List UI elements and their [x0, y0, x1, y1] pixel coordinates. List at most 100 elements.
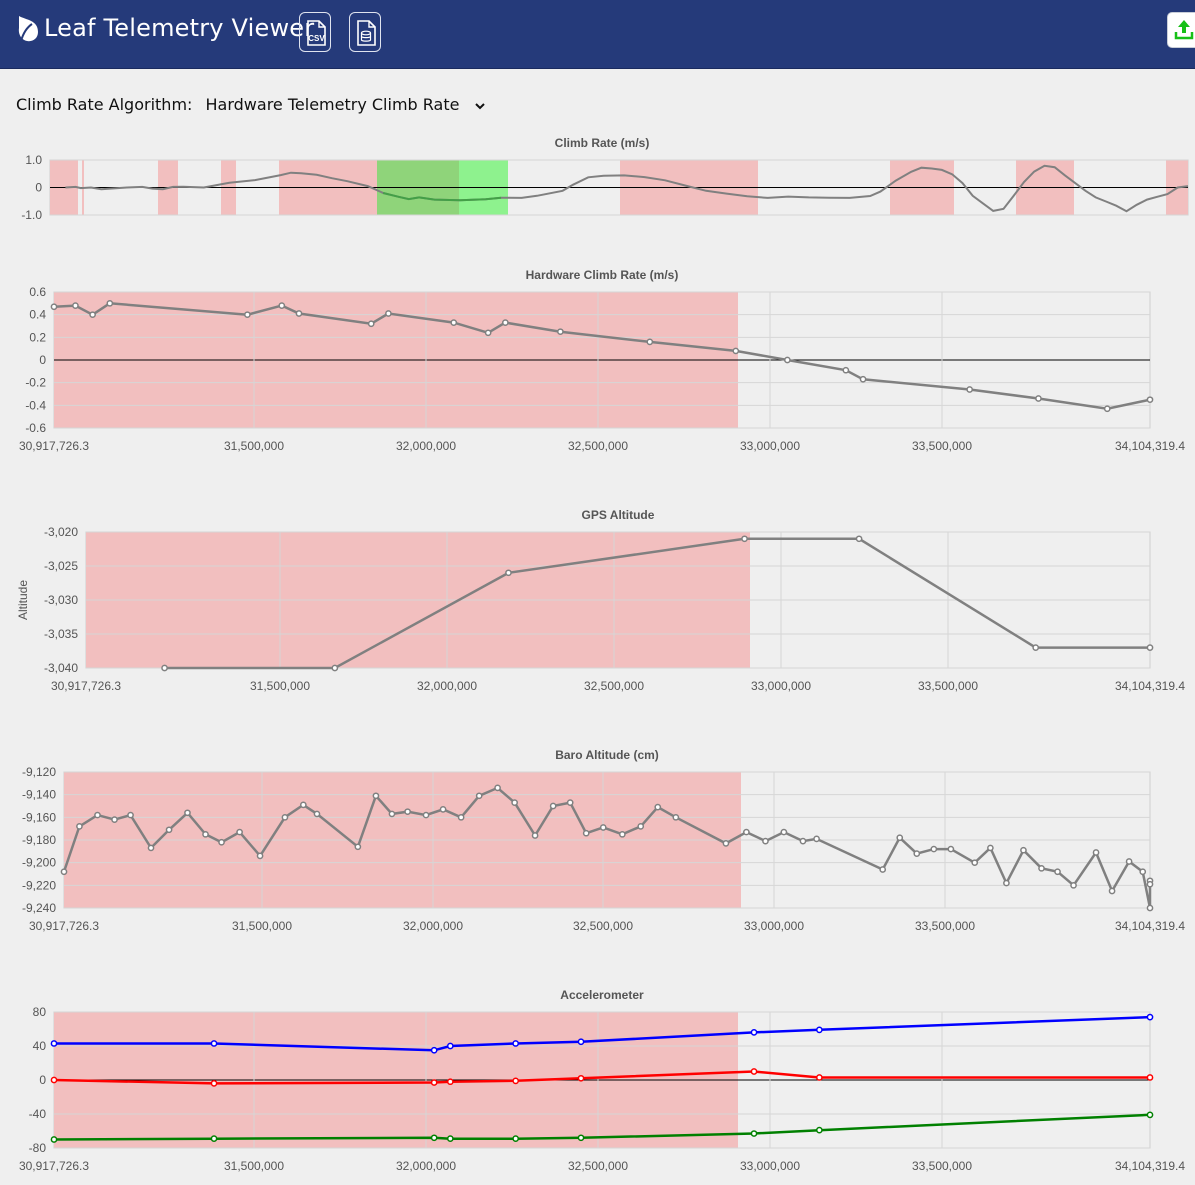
- x-tick-label: 32,500,000: [568, 439, 628, 453]
- data-point: [1103, 405, 1111, 413]
- chart-4: Accelerometer 80 40 0 -40 -80 30,917,726.3 31,5…: [19, 988, 1185, 1173]
- x-tick-label: 33,500,000: [912, 1159, 972, 1173]
- data-point: [732, 347, 740, 355]
- charts-svg[interactable]: Climb Rate (m/s) 1.0 0 -1.0 Hardware Climb R…: [0, 120, 1195, 1181]
- data-point: [750, 1029, 758, 1036]
- y-tick-label: 1.0: [25, 153, 42, 167]
- data-point: [813, 835, 820, 843]
- data-point: [637, 823, 645, 830]
- data-point: [618, 830, 626, 838]
- data-point: [582, 829, 590, 837]
- data-point: [646, 338, 654, 346]
- data-point: [672, 813, 680, 821]
- data-point: [1032, 644, 1040, 651]
- data-point: [202, 830, 209, 838]
- algorithm-select[interactable]: Hardware Telemetry Climb Rate: [206, 95, 485, 114]
- data-point: [784, 356, 791, 364]
- data-point: [859, 375, 867, 383]
- data-point: [1146, 880, 1154, 888]
- chart-1: Hardware Climb Rate (m/s) 0.6 0.4 0.2 0 -0.2 -…: [19, 268, 1185, 453]
- data-point: [404, 808, 411, 816]
- data-point: [816, 1026, 823, 1034]
- data-point: [184, 809, 191, 817]
- upload-button[interactable]: [1167, 12, 1195, 48]
- data-point: [549, 802, 557, 810]
- x-tick-label: 31,500,000: [224, 439, 284, 453]
- database-file-icon: [357, 20, 376, 46]
- data-point: [842, 366, 850, 374]
- data-point: [577, 1074, 585, 1082]
- x-tick-label: 33,500,000: [918, 679, 978, 693]
- chart-0: Climb Rate (m/s) 1.0 0 -1.0: [21, 136, 1189, 222]
- data-point: [1020, 846, 1027, 854]
- x-tick-label: 30,917,726.3: [19, 1159, 89, 1173]
- data-point: [511, 799, 518, 806]
- data-point: [422, 811, 430, 819]
- x-tick-label: 31,500,000: [250, 679, 310, 693]
- data-point: [256, 852, 264, 860]
- data-point: [210, 1040, 218, 1047]
- x-tick-label: 32,000,000: [396, 439, 456, 453]
- algorithm-label: Climb Rate Algorithm:: [16, 95, 193, 114]
- data-point: [566, 799, 574, 806]
- data-point: [1035, 395, 1042, 402]
- x-tick-label: 34,104,319.4: [1115, 439, 1185, 453]
- algorithm-row: Climb Rate Algorithm: Hardware Telemetry…: [16, 95, 485, 114]
- y-tick-label: 0: [35, 181, 42, 195]
- y-tick-label: -40: [29, 1107, 47, 1121]
- y-tick-label: -3,020: [44, 525, 78, 539]
- data-point: [1146, 1111, 1154, 1119]
- chart-title: Hardware Climb Rate (m/s): [526, 268, 679, 282]
- y-tick-label: -9,180: [22, 833, 56, 847]
- data-point: [531, 832, 539, 839]
- y-tick-label: -3,030: [44, 593, 78, 607]
- data-point: [72, 302, 79, 309]
- y-tick-label: 40: [33, 1039, 47, 1053]
- data-point: [367, 320, 375, 328]
- data-point: [295, 310, 303, 317]
- export-database-button[interactable]: [349, 12, 381, 52]
- data-point: [501, 319, 509, 326]
- chevron-down-icon: [474, 103, 485, 110]
- series-line: [65, 164, 1189, 213]
- data-point: [1146, 1074, 1154, 1081]
- y-tick-label: -9,140: [22, 788, 56, 802]
- data-point: [165, 826, 173, 834]
- app-header: Leaf Telemetry Viewer CSV: [0, 0, 1195, 69]
- algorithm-selected-value: Hardware Telemetry Climb Rate: [205, 95, 460, 114]
- x-tick-label: 30,917,726.3: [19, 439, 89, 453]
- data-point: [505, 569, 512, 577]
- data-point: [743, 828, 750, 836]
- data-point: [236, 828, 243, 836]
- data-point: [430, 1079, 438, 1086]
- data-point: [161, 664, 168, 672]
- data-point: [855, 535, 863, 543]
- data-point: [816, 1074, 823, 1081]
- data-point: [475, 792, 483, 800]
- x-tick-label: 34,104,319.4: [1115, 679, 1185, 693]
- chart-title: GPS Altitude: [582, 508, 655, 522]
- data-point: [147, 844, 155, 852]
- data-point: [218, 838, 225, 846]
- data-point: [557, 328, 564, 336]
- data-point: [430, 1046, 438, 1054]
- y-tick-label: 80: [33, 1005, 47, 1019]
- export-csv-button[interactable]: CSV: [299, 12, 331, 52]
- data-point: [281, 813, 289, 821]
- y-tick-label: -9,160: [22, 810, 56, 824]
- y-tick-label: -9,120: [22, 765, 56, 779]
- x-tick-label: 32,500,000: [584, 679, 644, 693]
- data-point: [1139, 868, 1147, 876]
- data-point: [439, 806, 447, 813]
- data-point: [446, 1042, 454, 1050]
- x-tick-label: 34,104,319.4: [1115, 919, 1185, 933]
- data-point: [60, 868, 68, 876]
- data-point: [741, 535, 748, 543]
- x-tick-label: 33,500,000: [912, 439, 972, 453]
- data-point: [50, 1136, 58, 1143]
- data-point: [244, 311, 251, 319]
- chart-title: Baro Altitude (cm): [555, 748, 659, 762]
- data-point: [1003, 879, 1010, 887]
- series-line: [53, 302, 1151, 410]
- data-point: [299, 801, 307, 809]
